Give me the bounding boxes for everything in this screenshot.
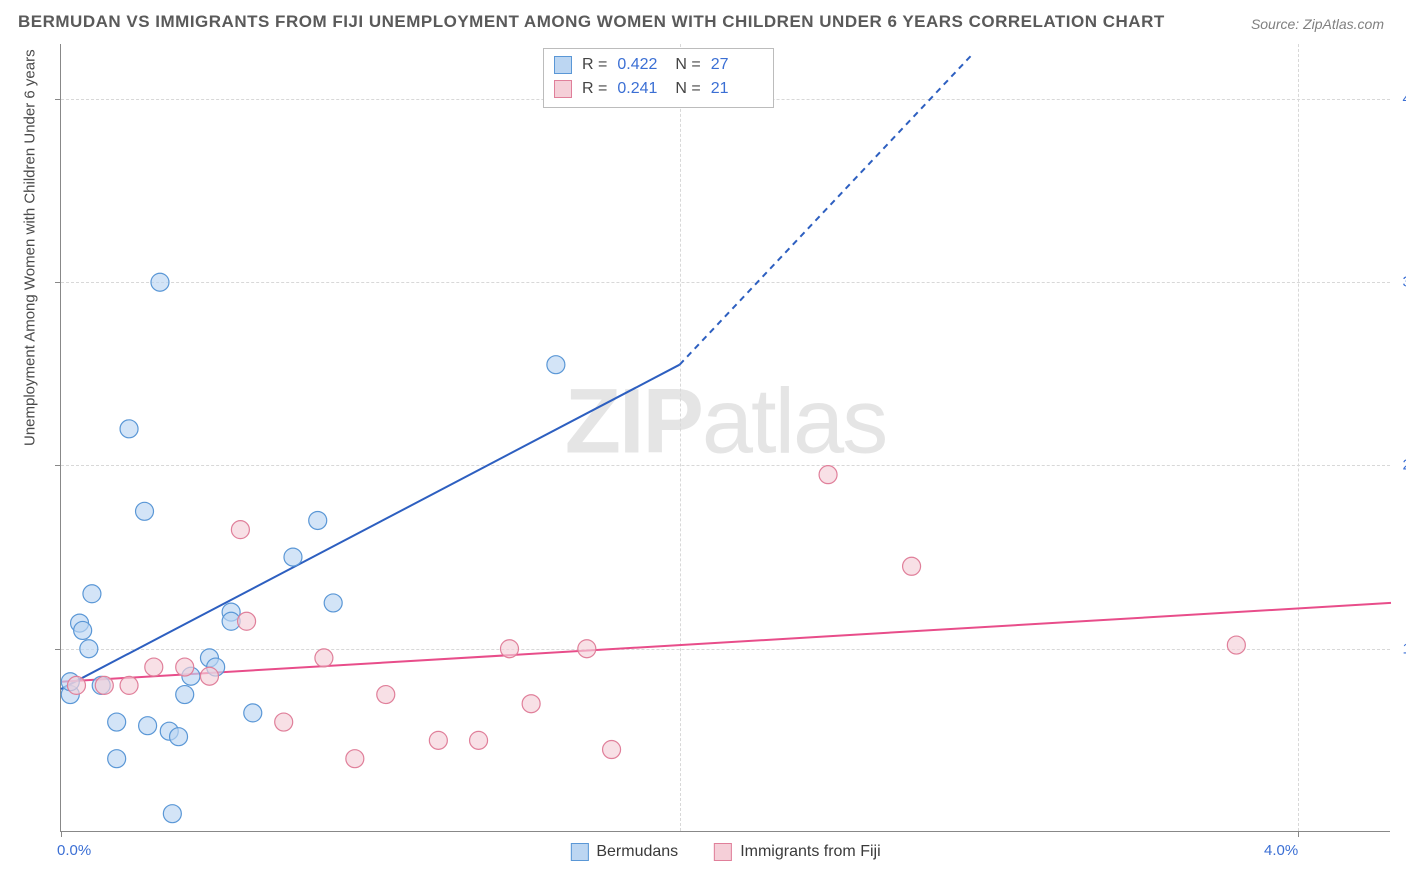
legend-swatch-fiji: [714, 843, 732, 861]
data-point: [603, 741, 621, 759]
swatch-fiji: [554, 80, 572, 98]
data-point: [151, 273, 169, 291]
data-point: [500, 640, 518, 658]
stats-row-bermudans: R = 0.422 N = 27: [554, 53, 759, 77]
data-point: [275, 713, 293, 731]
data-point: [170, 728, 188, 746]
data-point: [244, 704, 262, 722]
data-point: [578, 640, 596, 658]
data-point: [522, 695, 540, 713]
data-point: [309, 511, 327, 529]
legend-label-1: Immigrants from Fiji: [740, 843, 880, 861]
data-point: [346, 750, 364, 768]
source-attribution: Source: ZipAtlas.com: [1251, 16, 1384, 32]
stat-r-value-1: 0.241: [617, 77, 665, 101]
data-point: [470, 731, 488, 749]
legend-item-fiji: Immigrants from Fiji: [714, 843, 880, 861]
stats-box: R = 0.422 N = 27 R = 0.241 N = 21: [543, 48, 774, 108]
data-point: [95, 676, 113, 694]
data-point: [136, 502, 154, 520]
y-tick-label: 20.0%: [1402, 457, 1406, 474]
data-point: [67, 676, 85, 694]
data-point: [145, 658, 163, 676]
legend: Bermudans Immigrants from Fiji: [570, 843, 880, 861]
chart-title: BERMUDAN VS IMMIGRANTS FROM FIJI UNEMPLO…: [18, 12, 1165, 32]
legend-item-bermudans: Bermudans: [570, 843, 678, 861]
data-point: [176, 658, 194, 676]
x-tick-label: 0.0%: [57, 842, 91, 859]
stats-row-fiji: R = 0.241 N = 21: [554, 77, 759, 101]
data-point: [176, 686, 194, 704]
stat-n-label: N =: [675, 53, 700, 77]
data-point: [819, 466, 837, 484]
data-point: [429, 731, 447, 749]
data-point: [139, 717, 157, 735]
data-point: [903, 557, 921, 575]
stat-r-label: R =: [582, 77, 607, 101]
legend-label-0: Bermudans: [596, 843, 678, 861]
plot-area: ZIPatlas R = 0.422 N = 27 R = 0.241 N = …: [60, 44, 1390, 832]
data-point: [1227, 636, 1245, 654]
stat-r-label: R =: [582, 53, 607, 77]
data-point: [200, 667, 218, 685]
data-point: [315, 649, 333, 667]
data-point: [120, 420, 138, 438]
data-point: [74, 621, 92, 639]
stat-r-value-0: 0.422: [617, 53, 665, 77]
data-point: [284, 548, 302, 566]
data-point: [377, 686, 395, 704]
y-tick-label: 30.0%: [1402, 274, 1406, 291]
data-point: [120, 676, 138, 694]
y-tick-label: 40.0%: [1402, 90, 1406, 107]
trendline-1: [61, 603, 1391, 682]
legend-swatch-bermudans: [570, 843, 588, 861]
data-point: [547, 356, 565, 374]
scatter-overlay: [61, 44, 1390, 831]
x-tick-label: 4.0%: [1264, 842, 1298, 859]
data-point: [83, 585, 101, 603]
data-point: [324, 594, 342, 612]
data-point: [80, 640, 98, 658]
y-axis-label: Unemployment Among Women with Children U…: [22, 49, 39, 446]
stat-n-label: N =: [675, 77, 700, 101]
data-point: [163, 805, 181, 823]
stat-n-value-1: 21: [711, 77, 759, 101]
data-point: [231, 521, 249, 539]
data-point: [238, 612, 256, 630]
stat-n-value-0: 27: [711, 53, 759, 77]
data-point: [108, 750, 126, 768]
swatch-bermudans: [554, 56, 572, 74]
data-point: [108, 713, 126, 731]
y-tick-label: 10.0%: [1402, 640, 1406, 657]
